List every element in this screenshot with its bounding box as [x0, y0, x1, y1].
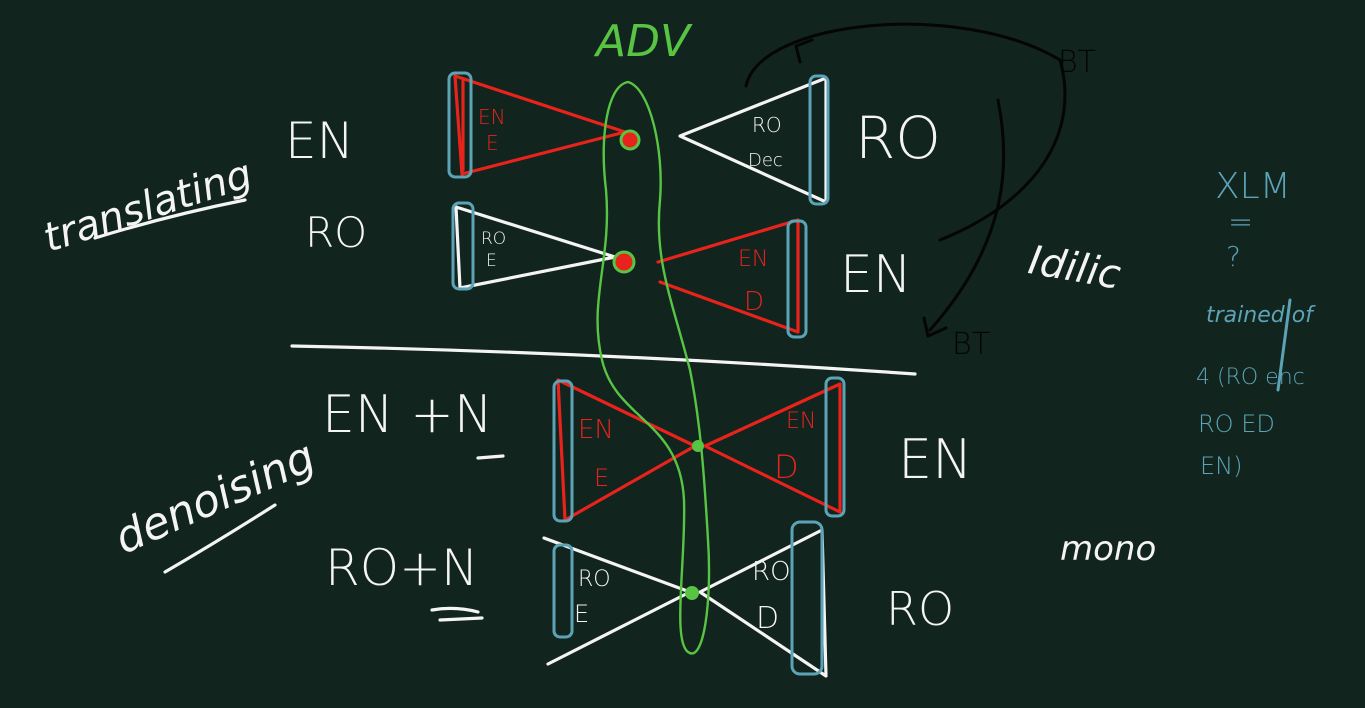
row1-decoder-embedding — [808, 74, 830, 206]
row2-decoder-kind: D — [744, 287, 764, 317]
row3-decoder-shape — [703, 382, 842, 514]
row4-encoder: RO E — [542, 536, 692, 666]
row1-encoder: EN E — [447, 71, 627, 179]
row3-decoder: EN D — [703, 376, 846, 518]
xlm-note-line1: XLM — [1215, 166, 1291, 207]
noise-underline-row3 — [476, 454, 505, 460]
row3-encoder-kind: E — [594, 464, 609, 492]
row4-decoder-kind: D — [756, 601, 779, 636]
row3-decoder-embedding — [824, 376, 846, 518]
row4-encoder-lang: RO — [578, 567, 611, 592]
shared-latent-loop — [596, 80, 711, 655]
denoising-section: denoising — [107, 431, 323, 574]
section-divider — [290, 344, 917, 376]
bt-label-top: BT — [1058, 45, 1096, 80]
row4-input-lang: RO+N — [325, 539, 478, 597]
row2-decoder-lang: EN — [738, 247, 768, 272]
latent-point-row3 — [692, 440, 704, 452]
row3-output-lang: EN — [898, 428, 973, 491]
row4-decoder-embedding — [790, 520, 824, 676]
denoising-label: denoising — [107, 431, 322, 564]
row4-decoder: RO D — [698, 520, 828, 678]
xlm-note-line2: = — [1228, 205, 1253, 240]
xlm-note-line7: EN) — [1200, 452, 1242, 480]
row3-encoder: EN E — [552, 378, 697, 523]
row2-input-lang: RO — [305, 208, 367, 257]
row2-decoder-shape — [656, 218, 800, 334]
row4-encoder-embedding — [552, 543, 574, 639]
row3-input-lang: EN +N — [322, 385, 493, 445]
latent-point-row4 — [685, 586, 699, 600]
back-translation-arrows: BT BT — [744, 22, 1096, 362]
row1-encoder-lang: EN — [478, 105, 506, 129]
xlm-note-line4: trained of — [1206, 303, 1316, 328]
row4-decoder-shape — [698, 528, 828, 678]
row2-encoder: RO E — [451, 201, 617, 291]
row2-encoder-kind: E — [486, 251, 497, 271]
bt-arrow-lower — [928, 98, 1006, 332]
mono-note: mono — [1060, 529, 1156, 569]
xlm-note-line3: ? — [1226, 240, 1241, 273]
bt-arrow-lower-head — [922, 316, 948, 338]
denoising-underline — [163, 503, 277, 574]
row3-encoder-embedding — [552, 379, 574, 523]
row2-decoder: EN D — [656, 218, 808, 339]
row1-decoder: RO Dec — [678, 74, 830, 206]
row1-encoder-kind: E — [486, 131, 499, 155]
row2-encoder-lang: RO — [481, 229, 506, 249]
latent-point-row1 — [619, 129, 641, 151]
translating-section: translating — [38, 151, 258, 261]
translating-underline — [93, 198, 247, 240]
idilic-note: Idilic — [1025, 237, 1124, 298]
row1-input-lang: EN — [285, 112, 354, 170]
row1-decoder-kind: Dec — [748, 150, 783, 171]
row2-encoder-embedding — [451, 201, 475, 291]
xlm-side-note: XLM = ? trained of 4 (RO enc RO ED EN) — [1196, 166, 1316, 480]
row3-encoder-lang: EN — [578, 415, 614, 445]
xlm-note-connector — [1276, 298, 1292, 392]
row3-decoder-lang: EN — [786, 409, 816, 434]
noise-underline-row4 — [430, 606, 484, 622]
row3-decoder-kind: D — [774, 448, 799, 486]
row2-encoder-shape — [454, 205, 617, 290]
row3-encoder-shape — [556, 378, 697, 522]
bt-label-bottom: BT — [952, 327, 990, 362]
bt-arrow-upper-head — [794, 38, 814, 64]
xlm-note-line5: 4 (RO enc — [1196, 365, 1305, 390]
row2-output-lang: EN — [840, 245, 912, 305]
shared-latent-space: ADV — [593, 16, 711, 655]
row1-encoder-embedding — [447, 71, 473, 179]
row1-output-lang: RO — [855, 104, 941, 172]
row1-encoder-shape — [453, 74, 627, 176]
adv-label: ADV — [593, 16, 693, 67]
bt-arrow-upper — [744, 22, 1067, 242]
row4-encoder-kind: E — [574, 600, 589, 628]
row4-decoder-lang: RO — [752, 557, 791, 587]
xlm-note-line6: RO ED — [1198, 410, 1275, 438]
latent-point-row2 — [612, 250, 636, 274]
row4-encoder-shape — [542, 536, 692, 666]
row4-output-lang: RO — [886, 582, 954, 636]
translating-label: translating — [38, 151, 258, 261]
row2-decoder-embedding — [786, 219, 808, 339]
row1-decoder-lang: RO — [752, 113, 782, 137]
row1-decoder-shape — [678, 76, 828, 204]
